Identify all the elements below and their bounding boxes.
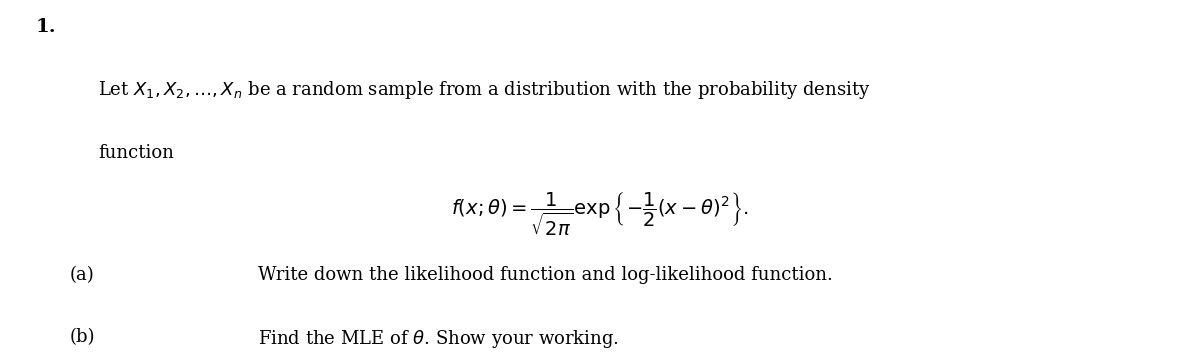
- Text: $f(x;\theta) = \dfrac{1}{\sqrt{2\pi}} \exp\left\{-\dfrac{1}{2}(x - \theta)^2\rig: $f(x;\theta) = \dfrac{1}{\sqrt{2\pi}} \e…: [451, 191, 749, 238]
- Text: (b): (b): [70, 328, 95, 346]
- Text: 1.: 1.: [36, 18, 56, 36]
- Text: Let $X_1, X_2, \ldots, X_n$ be a random sample from a distribution with the prob: Let $X_1, X_2, \ldots, X_n$ be a random …: [98, 79, 871, 101]
- Text: (a): (a): [70, 266, 95, 284]
- Text: function: function: [98, 144, 174, 162]
- Text: Write down the likelihood function and log-likelihood function.: Write down the likelihood function and l…: [258, 266, 833, 284]
- Text: Find the MLE of $\theta$. Show your working.: Find the MLE of $\theta$. Show your work…: [258, 328, 619, 350]
